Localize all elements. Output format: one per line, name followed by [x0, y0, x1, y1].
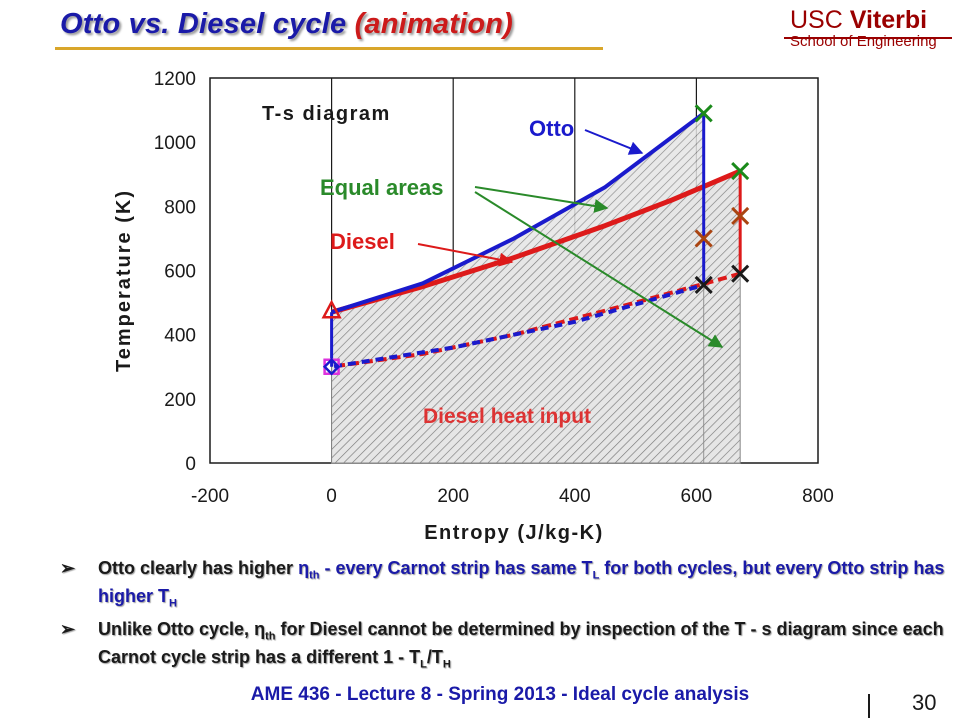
bullet-1-text-a: Otto clearly has higher	[98, 558, 299, 578]
y-tick-label: 600	[164, 262, 196, 283]
chart-title: T-s diagram	[262, 103, 391, 125]
x-axis-label: Entropy (J/kg-K)	[424, 522, 604, 544]
logo-rule	[784, 37, 952, 39]
y-tick-label: 1200	[154, 69, 196, 90]
marker-x	[731, 161, 750, 181]
slide-title: Otto vs. Diesel cycle (animation)	[60, 8, 513, 41]
diesel-heat-line	[330, 168, 742, 315]
title-main: Otto vs. Diesel cycle	[60, 8, 347, 40]
logo-line-1: USC Viterbi	[790, 6, 956, 34]
y-tick-label: 800	[164, 197, 196, 218]
x-tick-label: 600	[681, 486, 713, 507]
annotation-otto-arrow	[584, 129, 644, 155]
y-tick-label: 0	[185, 454, 196, 475]
annotation-diesel: Diesel	[330, 229, 395, 254]
bullet-2: ➢ Unlike Otto cycle, ηth for Diesel cann…	[60, 619, 950, 674]
y-tick-label: 1000	[154, 133, 196, 154]
logo-usc: USC	[790, 6, 850, 34]
usc-viterbi-logo: USC Viterbi School of Engineering	[784, 6, 956, 50]
x-tick-label: 800	[802, 486, 834, 507]
y-tick-label: 400	[164, 326, 196, 347]
otto-expansion-line	[331, 283, 705, 369]
bullet-arrow-icon: ➢	[60, 558, 76, 578]
otto-heat-line	[330, 111, 705, 315]
marker-triangle	[321, 299, 342, 319]
x-tick-label: 200	[437, 486, 469, 507]
annotation-equal-arrow-2	[474, 191, 724, 348]
title-underline	[55, 47, 603, 50]
bullet-arrow-icon: ➢	[60, 619, 76, 640]
bullet-1-eta: ηth	[298, 558, 320, 582]
y-tick-label: 200	[164, 390, 196, 411]
annotation-heat-input: Diesel heat input	[423, 405, 591, 428]
logo-viterbi: Viterbi	[849, 6, 928, 34]
annotation-equal-arrow-1	[474, 186, 609, 213]
x-tick-label: 0	[326, 486, 337, 507]
x-tick-label: 400	[559, 486, 591, 507]
bullet-2-eta: ηth	[254, 619, 276, 643]
title-highlight: (animation)	[354, 8, 514, 40]
marker-diamond	[322, 357, 341, 376]
page-number: 30	[912, 690, 937, 715]
bullet-1-text-b: - every Carnot strip has same TL for bot…	[98, 558, 945, 610]
annotation-diesel-arrow	[417, 243, 514, 267]
marker-x	[694, 104, 713, 123]
y-axis-label: Temperature (K)	[113, 189, 135, 372]
bullet-1: ➢ Otto clearly has higher ηth - every Ca…	[60, 558, 950, 613]
marker-x	[694, 229, 713, 248]
bullet-list: ➢ Otto clearly has higher ηth - every Ca…	[60, 558, 950, 680]
marker-x	[731, 264, 750, 283]
annotation-otto: Otto	[529, 116, 574, 141]
page-divider	[868, 694, 870, 718]
plot-area: -200 0 200 400 600 800 0 200 400 600 800 1000 1200 En…	[113, 69, 834, 544]
marker-x	[694, 275, 713, 294]
bullet-2-text-a: Unlike Otto cycle,	[98, 619, 255, 640]
annotation-equal-areas: Equal areas	[320, 175, 444, 200]
bullet-2-text-b: for Diesel cannot be determined by inspe…	[98, 619, 944, 671]
footer-text: AME 436 - Lecture 8 - Spring 2013 - Idea…	[250, 684, 750, 705]
x-tick-label: -200	[191, 486, 229, 507]
marker-x	[731, 206, 750, 226]
